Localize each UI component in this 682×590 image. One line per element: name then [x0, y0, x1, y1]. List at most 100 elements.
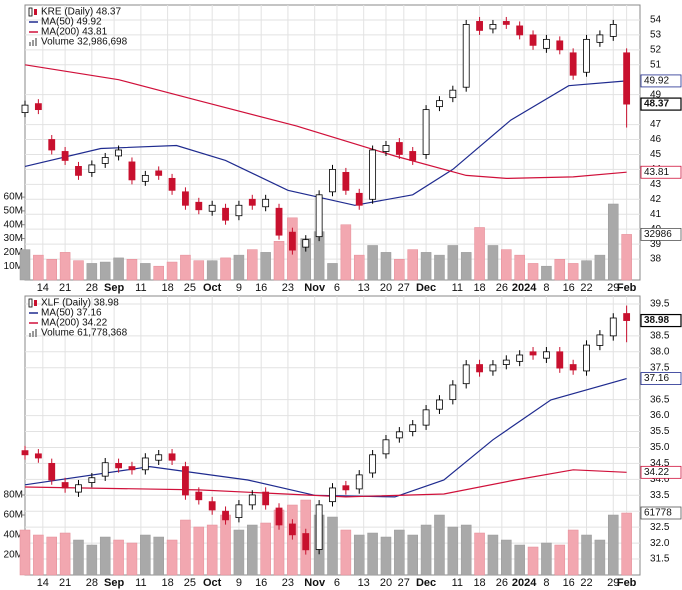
x-tick-label: 25	[184, 577, 196, 589]
moving-average-line	[24, 64, 627, 180]
volume-bar	[206, 260, 218, 281]
candle-body	[34, 453, 42, 459]
volume-bar	[126, 259, 138, 281]
plot-area	[24, 4, 641, 281]
candle-body	[449, 384, 457, 401]
value-box-label: 61778	[644, 508, 672, 519]
volume-bar	[487, 245, 499, 281]
candle-body	[168, 177, 176, 191]
y-tick-label: 51	[650, 59, 662, 70]
volume-bar	[273, 241, 285, 281]
candle-body	[168, 453, 176, 461]
candle-body	[409, 424, 417, 432]
candle-body	[436, 100, 443, 108]
volume-bar	[140, 534, 151, 576]
legend-icon	[34, 300, 37, 306]
candle-body	[382, 145, 390, 152]
x-tick-label: 2024	[512, 282, 537, 294]
x-tick-label: 18	[161, 282, 173, 294]
y-tick-label: 53	[650, 30, 662, 41]
candle-body	[75, 166, 82, 176]
value-box-label: 34.22	[644, 467, 669, 478]
volume-tick-label: 80M	[4, 490, 23, 501]
candle-body	[195, 491, 203, 501]
volume-bar	[420, 252, 432, 281]
volume-bar	[233, 254, 245, 281]
y-tick-label: 32.0	[650, 538, 670, 549]
volume-bar	[447, 245, 459, 281]
x-tick-label: 16	[255, 577, 267, 589]
volume-bar	[527, 546, 539, 576]
volume-bar	[59, 252, 71, 281]
candle-body	[569, 52, 577, 76]
legend-title: XLF (Daily) 38.98	[41, 298, 119, 309]
volume-bar	[46, 259, 58, 281]
candle-body	[476, 364, 483, 373]
x-tick-label: 14	[37, 577, 49, 589]
volume-bar	[99, 261, 111, 281]
candle-body	[248, 198, 256, 206]
x-tick-label: 13	[358, 577, 370, 589]
x-tick-label: 28	[86, 577, 98, 589]
candle-body	[596, 34, 604, 43]
value-box-label: 48.37	[644, 99, 669, 110]
x-tick-label: 11	[135, 282, 146, 294]
legend-entry: MA(50) 49.92	[41, 17, 102, 28]
candle-body	[235, 504, 243, 519]
value-box-label: 38.98	[644, 315, 669, 326]
volume-bar	[59, 532, 71, 576]
x-tick-label: 27	[398, 577, 410, 589]
candle-body	[382, 439, 390, 455]
candle-body	[543, 38, 550, 49]
y-tick-label: 38.5	[650, 330, 670, 341]
volume-bar	[86, 544, 98, 576]
volume-bar	[260, 252, 271, 281]
candle-body	[623, 52, 631, 105]
y-tick-label: 39.5	[650, 299, 670, 310]
volume-bar	[340, 224, 352, 281]
volume-bar	[287, 504, 298, 576]
volume-bar	[140, 263, 151, 281]
volume-bar	[581, 534, 592, 576]
x-tick-label: 20	[380, 577, 392, 589]
volume-bar	[407, 249, 418, 281]
candle-body	[369, 454, 377, 474]
volume-bar	[460, 524, 472, 576]
candle-body	[195, 201, 203, 211]
volume-bar	[247, 249, 258, 281]
value-box	[640, 165, 682, 179]
volume-bar	[594, 254, 606, 281]
candle-body	[128, 466, 136, 471]
legend-entry: MA(200) 34.22	[41, 318, 108, 329]
volume-tick-label: 40M	[4, 219, 23, 230]
legend-entry: MA(50) 37.16	[41, 308, 102, 319]
candle-body	[128, 161, 136, 181]
value-box	[640, 227, 682, 241]
y-tick-label: 39	[650, 239, 662, 250]
x-tick-label: 18	[473, 282, 485, 294]
candle-body	[115, 462, 122, 469]
x-tick-label: 16	[563, 577, 575, 589]
value-box	[640, 372, 682, 385]
candle-body	[355, 474, 363, 490]
candle-body	[569, 364, 577, 371]
volume-bar	[487, 534, 499, 576]
candle-body	[61, 151, 69, 161]
candle-body	[21, 104, 29, 114]
legend-entry: MA(200) 43.81	[41, 27, 108, 38]
volume-bar	[394, 529, 405, 576]
volume-bar	[113, 257, 124, 281]
candle-body	[462, 24, 470, 88]
volume-bar	[220, 257, 231, 281]
candle-body	[422, 109, 430, 155]
candle-body	[395, 142, 403, 155]
y-tick-label: 42	[650, 194, 662, 205]
candle-body	[262, 198, 270, 208]
value-box-label: 32986	[644, 229, 672, 240]
candle-body	[395, 431, 403, 439]
x-tick-label: 2024	[512, 577, 537, 589]
candle-body	[556, 40, 564, 51]
volume-bar	[380, 252, 392, 281]
volume-tick-label: 40M	[4, 530, 23, 541]
y-tick-label: 54	[650, 15, 662, 26]
